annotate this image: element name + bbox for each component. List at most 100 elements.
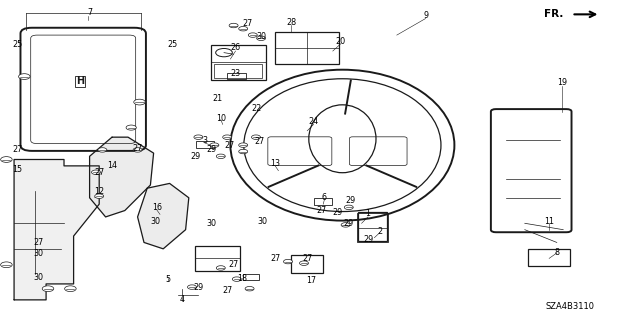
Text: 30: 30	[257, 217, 268, 226]
Bar	[195, 246, 240, 271]
Text: 26: 26	[230, 43, 241, 52]
Bar	[528, 249, 570, 266]
Text: H: H	[76, 76, 84, 86]
Text: 27: 27	[316, 206, 326, 215]
Polygon shape	[138, 183, 189, 249]
Circle shape	[98, 148, 107, 152]
Text: 2: 2	[377, 227, 382, 236]
Text: 5: 5	[165, 275, 170, 284]
Text: 8: 8	[554, 248, 559, 256]
Text: 27: 27	[12, 145, 22, 154]
Text: 9: 9	[423, 11, 428, 20]
Bar	[214, 64, 262, 78]
Bar	[358, 212, 387, 241]
Bar	[291, 255, 323, 273]
Circle shape	[252, 135, 260, 139]
Text: 29: 29	[332, 208, 342, 217]
Text: 6: 6	[322, 193, 327, 202]
Text: 27: 27	[33, 238, 44, 247]
Text: 27: 27	[254, 137, 264, 146]
Circle shape	[341, 223, 350, 227]
Text: 27: 27	[243, 19, 253, 28]
Text: 27: 27	[224, 141, 234, 150]
Circle shape	[344, 205, 353, 210]
Circle shape	[223, 135, 232, 139]
Circle shape	[300, 261, 308, 265]
Circle shape	[1, 157, 12, 162]
Text: 15: 15	[12, 165, 22, 174]
Bar	[227, 73, 246, 79]
Text: 30: 30	[33, 273, 44, 282]
Text: 29: 29	[190, 152, 200, 161]
Text: 29: 29	[193, 283, 204, 292]
Text: SZA4B3110: SZA4B3110	[545, 302, 594, 311]
Bar	[196, 141, 214, 148]
Circle shape	[232, 277, 241, 281]
Circle shape	[126, 125, 136, 130]
Circle shape	[229, 23, 238, 28]
Text: 17: 17	[307, 276, 317, 285]
Text: 21: 21	[212, 94, 223, 103]
Text: 4: 4	[179, 295, 184, 304]
Circle shape	[42, 286, 54, 292]
Text: 30: 30	[150, 217, 161, 226]
Bar	[275, 32, 339, 64]
Text: 29: 29	[363, 235, 373, 244]
Text: 22: 22	[251, 104, 261, 113]
Text: 19: 19	[557, 78, 567, 87]
Circle shape	[95, 194, 104, 198]
Text: 7: 7	[87, 8, 92, 17]
Text: FR.: FR.	[544, 9, 563, 19]
Text: 29: 29	[206, 145, 216, 154]
Text: 12: 12	[94, 187, 104, 196]
Text: 30: 30	[206, 219, 216, 228]
Text: 29: 29	[344, 219, 354, 228]
Polygon shape	[90, 137, 154, 217]
Text: 28: 28	[286, 18, 296, 27]
Polygon shape	[14, 160, 99, 300]
Circle shape	[245, 286, 254, 291]
Circle shape	[284, 259, 292, 264]
Circle shape	[194, 135, 203, 139]
Text: 23: 23	[230, 69, 241, 78]
Circle shape	[239, 149, 248, 154]
Circle shape	[134, 99, 145, 105]
Text: 27: 27	[132, 144, 143, 153]
Text: 30: 30	[33, 249, 44, 258]
Text: 14: 14	[107, 161, 117, 170]
Text: 20: 20	[335, 37, 346, 46]
Text: 27: 27	[228, 260, 239, 269]
Text: 10: 10	[216, 114, 226, 122]
Circle shape	[1, 262, 12, 268]
Circle shape	[257, 36, 266, 41]
Circle shape	[65, 286, 76, 292]
Text: 29: 29	[346, 197, 356, 205]
Text: 30: 30	[256, 32, 266, 41]
Text: 16: 16	[152, 203, 162, 212]
Text: 25: 25	[12, 40, 22, 49]
Text: 27: 27	[302, 254, 312, 263]
Circle shape	[216, 266, 225, 270]
Circle shape	[239, 143, 248, 147]
Bar	[357, 213, 388, 242]
Circle shape	[188, 285, 196, 289]
Circle shape	[92, 170, 100, 174]
Circle shape	[216, 154, 225, 159]
Circle shape	[239, 26, 248, 31]
Text: 11: 11	[544, 217, 554, 226]
Bar	[314, 198, 332, 205]
Text: 27: 27	[94, 168, 104, 177]
Circle shape	[133, 148, 142, 152]
Text: 3: 3	[202, 136, 207, 145]
Circle shape	[248, 33, 257, 37]
Circle shape	[19, 74, 30, 79]
Text: 13: 13	[270, 159, 280, 168]
Bar	[243, 274, 259, 280]
Circle shape	[210, 143, 219, 147]
Text: 18: 18	[237, 274, 247, 283]
Text: 24: 24	[308, 117, 319, 126]
Bar	[211, 45, 266, 80]
Text: 25: 25	[168, 40, 178, 49]
Text: 27: 27	[222, 286, 232, 295]
Text: 27: 27	[270, 254, 280, 263]
